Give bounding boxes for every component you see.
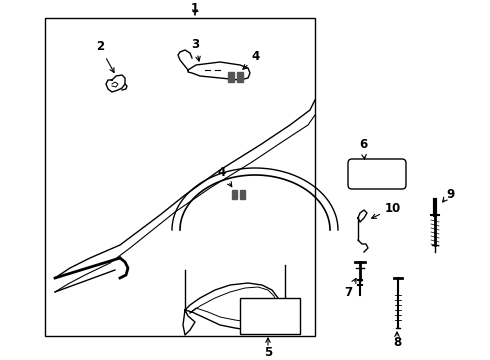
Bar — [45, 18, 315, 336]
Bar — [240, 298, 300, 334]
Bar — [228, 72, 234, 82]
Bar — [232, 190, 237, 199]
Text: 9: 9 — [446, 189, 454, 202]
Text: 4: 4 — [218, 166, 232, 186]
Text: 1: 1 — [191, 1, 199, 14]
Text: 4: 4 — [243, 50, 260, 69]
Text: 7: 7 — [344, 279, 356, 300]
Bar — [237, 72, 243, 82]
Text: 3: 3 — [191, 37, 200, 61]
Text: 6: 6 — [359, 139, 367, 159]
Text: 8: 8 — [393, 336, 401, 348]
Text: 5: 5 — [264, 346, 272, 359]
Bar — [240, 190, 245, 199]
Text: 10: 10 — [371, 202, 401, 219]
Text: 2: 2 — [96, 40, 114, 72]
FancyBboxPatch shape — [348, 159, 406, 189]
